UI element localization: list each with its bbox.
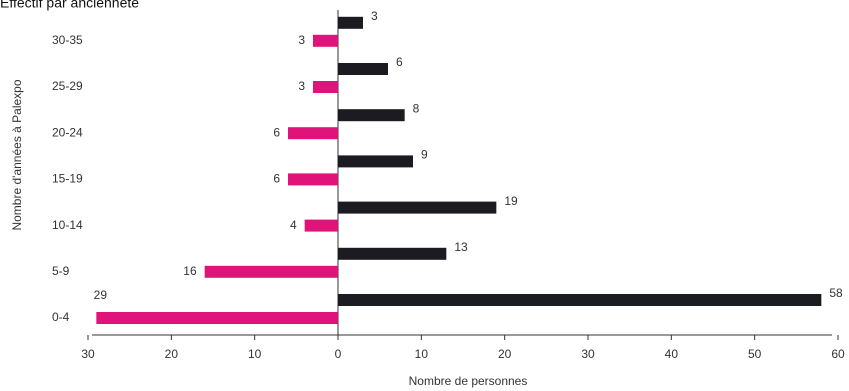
value-label: 58 [829,286,843,300]
bar [338,109,405,122]
y-tick-label: 20-24 [52,125,83,139]
y-axis-label: Nombre d'années à Palexpo [10,79,24,230]
x-tick-label: 30 [81,347,95,361]
bar [313,81,338,93]
bar [288,127,338,140]
value-label: 6 [273,172,280,186]
bar [338,201,497,214]
bar [338,294,822,306]
value-label: 6 [273,125,280,139]
x-tick-label: 50 [748,347,762,361]
bar [338,63,388,75]
x-tick-label: 0 [335,347,342,361]
y-tick-label: 5-9 [52,264,70,278]
bar [313,34,338,47]
y-tick-label: 25-29 [52,79,83,93]
bar [338,155,413,168]
value-label: 3 [371,9,378,23]
y-tick-label: 0-4 [52,310,70,324]
y-tick-label: 15-19 [52,172,83,186]
x-tick-label: 40 [665,347,679,361]
bar [204,265,338,278]
value-label: 13 [454,240,468,254]
value-label: 29 [94,288,108,302]
value-label: 16 [183,264,197,278]
x-tick-label: 30 [581,347,595,361]
bar [338,247,447,260]
x-axis-label: Nombre de personnes [409,374,528,388]
x-tick-label: 60 [831,347,845,361]
value-label: 8 [413,101,420,115]
value-label: 3 [298,79,305,93]
bar [96,312,338,324]
value-label: 6 [396,55,403,69]
value-label: 19 [504,194,518,208]
x-tick-label: 10 [248,347,262,361]
value-label: 4 [290,218,297,232]
y-tick-label: 30-35 [52,33,83,47]
value-label: 3 [298,33,305,47]
bar [304,219,338,232]
bar [338,16,363,29]
bar [288,173,338,186]
value-label: 9 [421,148,428,162]
x-tick-label: 20 [498,347,512,361]
chart-title: Effectif par ancienneté [0,0,139,11]
x-tick-label: 10 [415,347,429,361]
x-tick-label: 20 [165,347,179,361]
y-tick-label: 10-14 [52,218,83,232]
